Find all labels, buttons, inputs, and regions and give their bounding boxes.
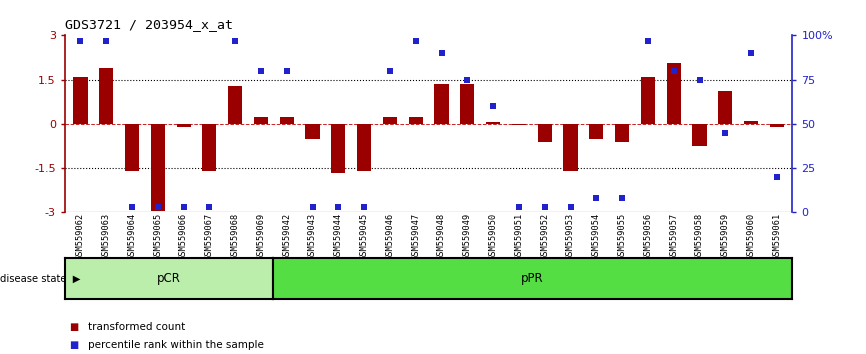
Point bbox=[564, 204, 578, 210]
Bar bbox=[538, 124, 552, 142]
Bar bbox=[589, 124, 604, 139]
Point bbox=[332, 204, 346, 210]
Point bbox=[229, 38, 242, 44]
Point bbox=[667, 68, 681, 74]
Bar bbox=[99, 68, 113, 124]
Text: disease state  ▶: disease state ▶ bbox=[0, 274, 81, 284]
Bar bbox=[435, 84, 449, 124]
Text: ■: ■ bbox=[69, 340, 79, 350]
Point bbox=[615, 195, 629, 201]
Text: pPR: pPR bbox=[521, 272, 544, 285]
Bar bbox=[74, 77, 87, 124]
Point bbox=[306, 204, 320, 210]
Text: transformed count: transformed count bbox=[88, 322, 185, 332]
Text: pCR: pCR bbox=[157, 272, 181, 285]
Point bbox=[461, 77, 475, 82]
Bar bbox=[770, 124, 784, 127]
Bar bbox=[744, 121, 759, 124]
Bar bbox=[383, 116, 397, 124]
Point bbox=[280, 68, 294, 74]
Bar bbox=[409, 116, 423, 124]
Point bbox=[719, 130, 733, 136]
Point bbox=[486, 103, 500, 109]
Bar bbox=[125, 124, 139, 171]
Bar bbox=[254, 116, 268, 124]
Text: percentile rank within the sample: percentile rank within the sample bbox=[88, 340, 264, 350]
Point bbox=[100, 38, 113, 44]
Text: GDS3721 / 203954_x_at: GDS3721 / 203954_x_at bbox=[65, 18, 233, 32]
Point bbox=[125, 204, 139, 210]
Bar bbox=[615, 124, 630, 142]
Point bbox=[590, 195, 604, 201]
Point bbox=[151, 204, 165, 210]
Bar bbox=[564, 124, 578, 171]
Point bbox=[435, 50, 449, 56]
Point bbox=[74, 38, 87, 44]
Point bbox=[358, 204, 372, 210]
Text: ■: ■ bbox=[69, 322, 79, 332]
Bar bbox=[306, 124, 320, 139]
Point bbox=[383, 68, 397, 74]
Point bbox=[770, 174, 784, 180]
Bar bbox=[332, 124, 346, 172]
Bar bbox=[460, 84, 475, 124]
Bar bbox=[151, 124, 165, 211]
Bar bbox=[203, 124, 216, 171]
Point bbox=[512, 204, 526, 210]
Bar bbox=[667, 63, 681, 124]
Point bbox=[538, 204, 552, 210]
Bar bbox=[512, 124, 526, 125]
Bar bbox=[718, 91, 733, 124]
Bar bbox=[357, 124, 372, 171]
Bar bbox=[486, 122, 501, 124]
Bar bbox=[693, 124, 707, 146]
Bar bbox=[177, 124, 191, 127]
Point bbox=[203, 204, 216, 210]
Point bbox=[641, 38, 655, 44]
Bar bbox=[641, 77, 655, 124]
Point bbox=[254, 68, 268, 74]
Point bbox=[693, 77, 707, 82]
Point bbox=[409, 38, 423, 44]
Point bbox=[744, 50, 758, 56]
Bar bbox=[280, 116, 294, 124]
Point bbox=[177, 204, 191, 210]
Bar bbox=[228, 86, 242, 124]
